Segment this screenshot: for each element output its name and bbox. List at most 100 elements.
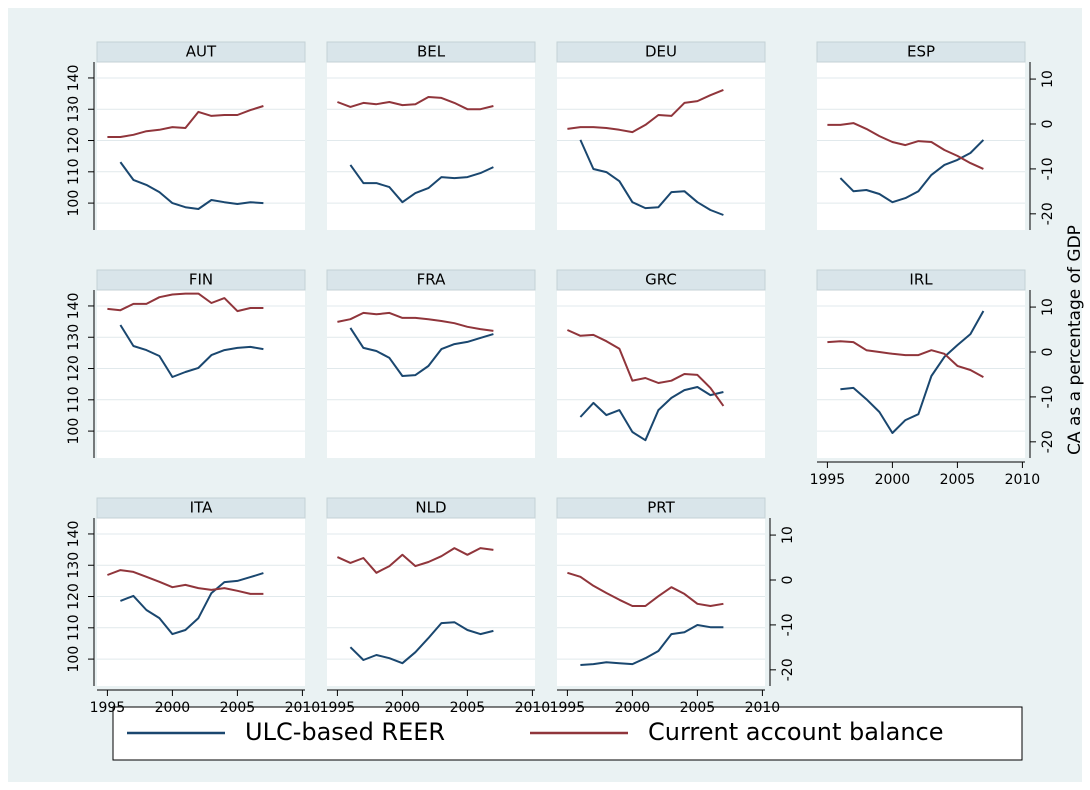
y2-tick-label: 10 (1040, 298, 1056, 316)
panel-header (96, 269, 306, 291)
series-line (119, 324, 264, 378)
y2-axis-title: CA as a percentage of GDP (1065, 225, 1085, 455)
y-tick-label: 120 (66, 127, 82, 154)
x-tick-label: 2000 (875, 472, 911, 488)
y-tick-label: 100 (66, 646, 82, 673)
y2-tick-label: 0 (780, 576, 796, 585)
y-tick-label: 110 (66, 386, 82, 413)
series-line (107, 105, 264, 138)
legend-label: Current account balance (648, 718, 944, 746)
panel-title: FIN (189, 271, 213, 289)
y2-tick-label: -10 (1040, 385, 1056, 408)
panel-header (326, 269, 536, 291)
legend-label: ULC-based REER (245, 718, 445, 746)
x-tick-label: 2005 (940, 472, 976, 488)
series-line (566, 329, 725, 407)
series-line (827, 122, 984, 170)
panel-title: AUT (186, 43, 217, 61)
panel-title: NLD (415, 499, 446, 517)
series-line (120, 572, 264, 636)
y-tick-label: 140 (66, 293, 82, 320)
series-line (567, 571, 724, 607)
y2-tick-label: -20 (780, 658, 796, 681)
y2-tick-label: -20 (1040, 430, 1056, 453)
series-line (107, 292, 264, 313)
panel-title: ITA (190, 499, 213, 517)
y2-tick-label: -10 (780, 613, 796, 636)
series-line (336, 547, 494, 574)
series-line (349, 621, 494, 665)
series-line (579, 386, 724, 442)
series-line (840, 310, 985, 434)
series-line (337, 311, 494, 332)
x-tick-label: 2010 (745, 700, 781, 716)
plot-region (327, 290, 535, 458)
y-tick-label: 130 (66, 552, 82, 579)
y2-tick-label: 0 (1040, 348, 1056, 357)
plot-region (97, 518, 305, 686)
series-line (567, 88, 724, 134)
y2-tick-label: 10 (780, 526, 796, 544)
panel-title: PRT (647, 499, 675, 517)
panel-header (96, 41, 306, 63)
x-tick-label: 2000 (615, 700, 651, 716)
series-line (107, 569, 264, 595)
x-tick-label: 1995 (320, 700, 356, 716)
y-tick-label: 120 (66, 355, 82, 382)
x-tick-label: 1995 (550, 700, 586, 716)
x-tick-label: 1995 (90, 700, 126, 716)
series-line (119, 161, 264, 210)
plot-region (557, 290, 765, 458)
series-line (579, 139, 724, 216)
panel-header (556, 41, 766, 63)
panel-header (96, 497, 306, 519)
x-tick-label: 2005 (680, 700, 716, 716)
panel-title: BEL (417, 43, 446, 61)
series-line (337, 96, 494, 111)
series-line (349, 164, 494, 204)
panel-title: FRA (417, 271, 446, 289)
y-tick-label: 110 (66, 614, 82, 641)
x-tick-label: 2010 (285, 700, 321, 716)
panel-title: DEU (645, 43, 677, 61)
plot-region (817, 62, 1025, 230)
x-tick-label: 2010 (1005, 472, 1041, 488)
y-tick-label: 130 (66, 324, 82, 351)
y2-tick-label: 0 (1040, 120, 1056, 129)
y2-tick-label: 10 (1040, 70, 1056, 88)
panel-title: IRL (909, 271, 933, 289)
y-tick-label: 100 (66, 190, 82, 217)
x-tick-label: 2010 (515, 700, 551, 716)
panel-header (816, 41, 1026, 63)
y-tick-label: 140 (66, 65, 82, 92)
series-line (580, 624, 724, 666)
panel-header (326, 497, 536, 519)
x-tick-label: 1995 (810, 472, 846, 488)
y2-tick-label: -20 (1040, 202, 1056, 225)
y-tick-label: 110 (66, 158, 82, 185)
plot-region (557, 518, 765, 686)
panel-title: GRC (645, 271, 677, 289)
y2-tick-label: -10 (1040, 157, 1056, 180)
x-tick-label: 2000 (155, 700, 191, 716)
panel-header (816, 269, 1026, 291)
y-tick-label: 120 (66, 583, 82, 610)
y-tick-label: 100 (66, 418, 82, 445)
plot-region (327, 518, 535, 686)
x-tick-label: 2000 (385, 700, 421, 716)
x-tick-label: 2005 (450, 700, 486, 716)
plot-region (557, 62, 765, 230)
panel-header (556, 269, 766, 291)
plot-region (97, 290, 305, 458)
series-line (349, 327, 494, 377)
series-line (827, 340, 984, 378)
panel-header (326, 41, 536, 63)
plot-region (327, 62, 535, 230)
panel-header (556, 497, 766, 519)
panel-title: ESP (907, 43, 935, 61)
plot-region (97, 62, 305, 230)
x-tick-label: 2005 (220, 700, 256, 716)
series-line (839, 139, 985, 204)
